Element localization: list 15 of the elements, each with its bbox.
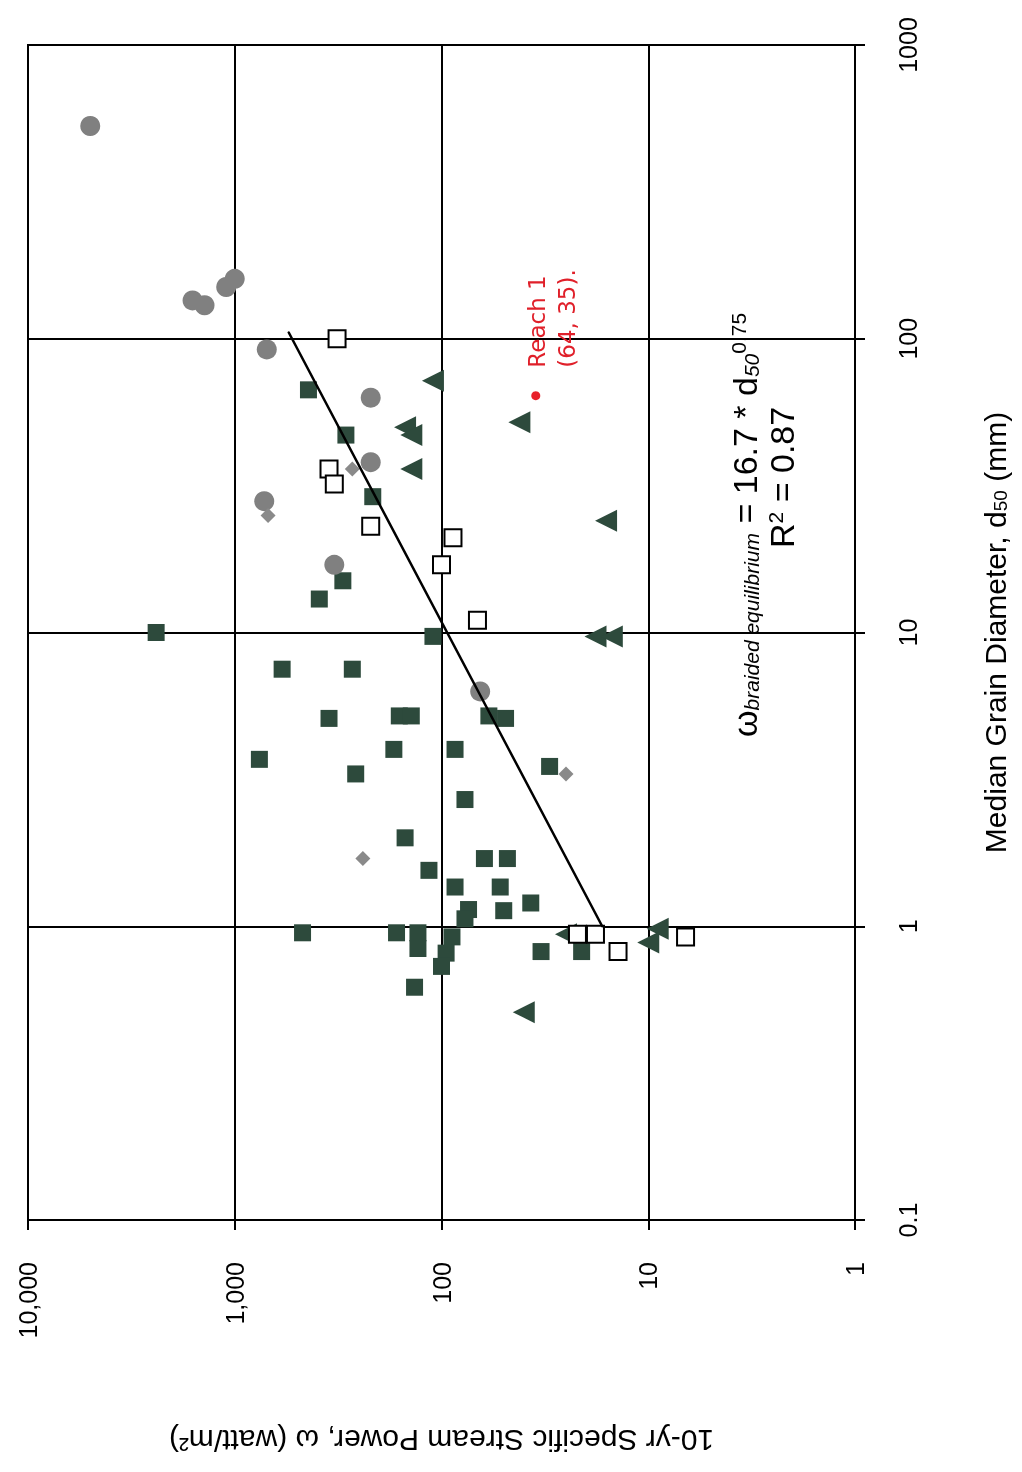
y-tick-label: 0.1 [893, 1202, 922, 1238]
annotation: ωbraided equilibrium = 16.7 * d500.75 [726, 312, 764, 737]
y-tick-label: 1000 [893, 17, 922, 73]
y-tick-label: 1 [893, 919, 922, 934]
x-axis-title: 10-yr Specific Stream Power, ω (watt/m²) [168, 1423, 715, 1457]
x-tick-label: 100 [427, 1262, 456, 1304]
annotation: Reach 1 (64, 35). [523, 268, 580, 368]
x-tick-label: 1,000 [220, 1262, 249, 1325]
annotation: R2 = 0.87 [763, 406, 801, 548]
y-tick-label: 100 [893, 317, 922, 360]
y-tick-label: 10 [893, 618, 922, 647]
x-tick-label: 1 [841, 1262, 869, 1276]
x-tick-label: 10 [634, 1262, 663, 1290]
y-axis-title: Median Grain Diameter, d50 (mm) [978, 411, 1012, 854]
x-tick-label: 10,000 [14, 1262, 42, 1339]
